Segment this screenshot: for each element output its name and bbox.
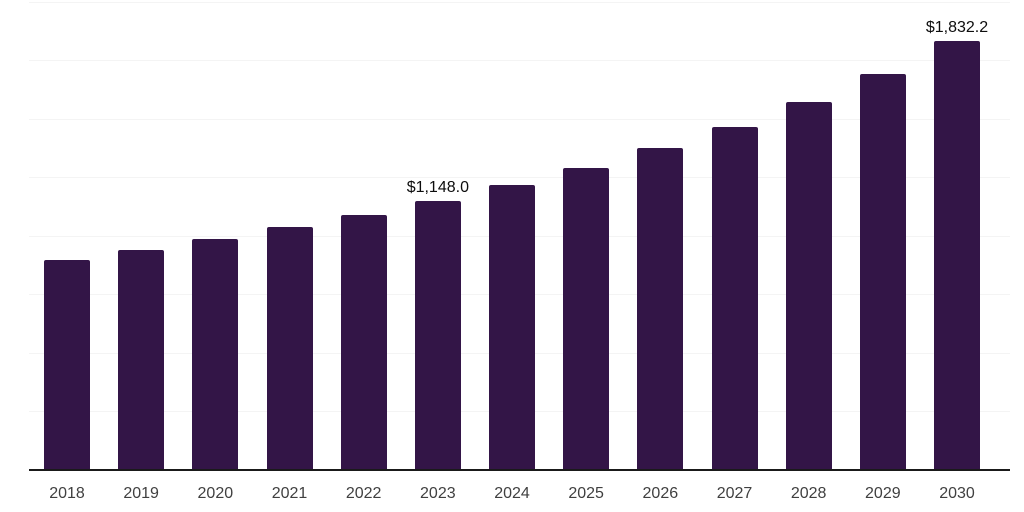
plot-area: $1,148.0 $1,832.2	[29, 1, 1010, 470]
x-tick-label-2025: 2025	[568, 485, 604, 502]
x-tick-label-2026: 2026	[642, 485, 679, 502]
bar-2019	[118, 249, 165, 470]
x-tick-label-2023: 2023	[420, 485, 456, 502]
bar-2024	[489, 185, 535, 470]
gridline	[29, 118, 1010, 120]
x-tick-label-2021: 2021	[271, 485, 308, 502]
gridline	[29, 60, 1010, 61]
bar-2026	[637, 148, 684, 470]
x-tick-label-2028: 2028	[790, 485, 827, 502]
bar-2023	[414, 201, 461, 470]
bar-2022	[340, 215, 387, 470]
bar-2028	[785, 101, 832, 470]
x-tick-label-2019: 2019	[123, 485, 159, 502]
data-label-2023: $1,148.0	[406, 179, 469, 197]
bar-2020	[192, 239, 239, 470]
x-tick-label-2022: 2022	[345, 485, 382, 502]
x-tick-label-2018: 2018	[49, 485, 85, 502]
x-tick-label-2029: 2029	[865, 485, 901, 502]
x-tick-label-2027: 2027	[716, 485, 753, 502]
bar-2029	[859, 74, 906, 470]
x-axis-labels: 2018 2019 2020 2021 2022 2023 2024 2025 2026 2027…	[29, 484, 1010, 504]
bar-2030	[934, 41, 980, 470]
gridline	[29, 177, 1010, 178]
x-axis-line	[29, 469, 1010, 471]
data-label-2030: $1,832.2	[925, 19, 989, 37]
x-tick-label-2024: 2024	[494, 485, 530, 502]
bar-2027	[711, 126, 758, 470]
bar-2021	[266, 227, 313, 470]
gridline	[29, 1, 1010, 3]
bar-2025	[563, 167, 610, 470]
x-tick-label-2030: 2030	[939, 485, 975, 502]
x-tick-label-2020: 2020	[197, 485, 234, 502]
bar-2018	[44, 260, 90, 470]
